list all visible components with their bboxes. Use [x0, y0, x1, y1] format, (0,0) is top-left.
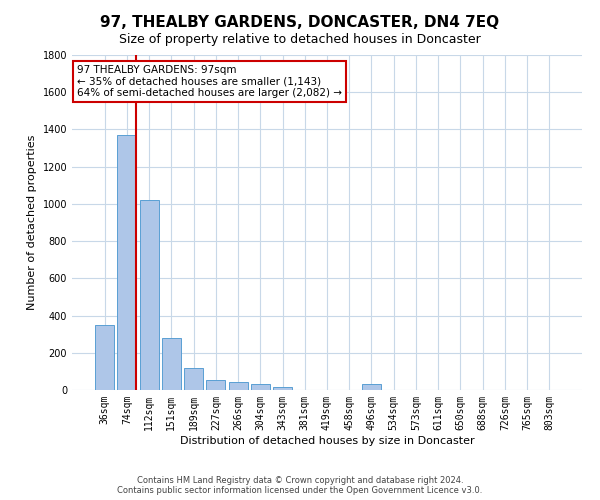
Bar	[140, 200, 158, 390]
Text: Size of property relative to detached houses in Doncaster: Size of property relative to detached ho…	[119, 32, 481, 46]
Bar	[118, 135, 136, 390]
Bar	[162, 338, 181, 390]
Y-axis label: Number of detached properties: Number of detached properties	[27, 135, 37, 310]
Bar	[251, 384, 270, 390]
Bar	[95, 325, 114, 390]
Bar	[362, 384, 381, 390]
X-axis label: Distribution of detached houses by size in Doncaster: Distribution of detached houses by size …	[179, 436, 475, 446]
Text: 97, THEALBY GARDENS, DONCASTER, DN4 7EQ: 97, THEALBY GARDENS, DONCASTER, DN4 7EQ	[100, 15, 500, 30]
Bar	[273, 386, 292, 390]
Bar	[184, 368, 203, 390]
Text: 97 THEALBY GARDENS: 97sqm
← 35% of detached houses are smaller (1,143)
64% of se: 97 THEALBY GARDENS: 97sqm ← 35% of detac…	[77, 65, 342, 98]
Text: Contains HM Land Registry data © Crown copyright and database right 2024.
Contai: Contains HM Land Registry data © Crown c…	[118, 476, 482, 495]
Bar	[206, 380, 225, 390]
Bar	[229, 382, 248, 390]
